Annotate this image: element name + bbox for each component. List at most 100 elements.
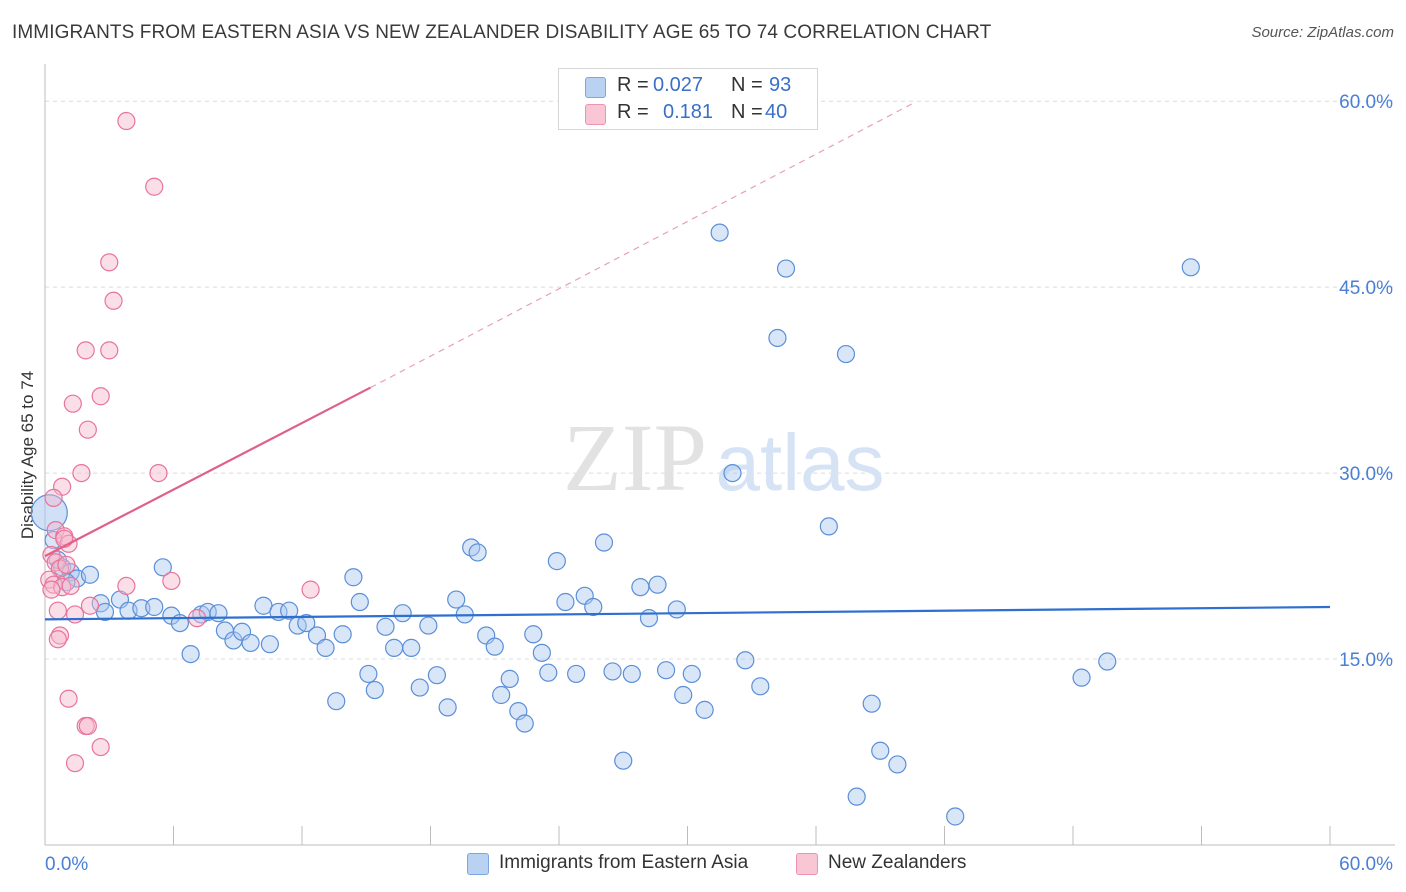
legend-r-label: R = [617,74,649,96]
series-eastern-asia-points [30,223,1200,826]
data-point-new-zealanders [78,716,97,736]
data-point-eastern-asia [776,259,796,278]
data-point-eastern-asia [1181,258,1200,277]
data-point-eastern-asia [209,604,228,623]
data-point-eastern-asia [500,669,519,688]
data-point-eastern-asia [819,517,838,536]
data-point-eastern-asia [524,625,543,644]
data-point-new-zealanders [100,341,119,360]
legend-r-label: R = [617,101,649,123]
data-point-new-zealanders [55,529,74,548]
y-tick-label: 15.0% [1339,650,1393,671]
data-point-eastern-asia [181,644,200,664]
trend-extension-new-zealanders [370,103,913,389]
watermark-atlas: atlas [716,418,885,507]
data-point-eastern-asia [556,592,575,612]
data-point-eastern-asia [350,592,369,612]
data-point-eastern-asia [410,678,429,697]
data-point-new-zealanders [117,111,136,131]
data-point-eastern-asia [91,594,110,613]
legend-r-value: 0.027 [653,74,704,96]
data-point-eastern-asia [656,661,676,680]
stats-legend: R = 0.027 N = 93 R = 0.181 N = 40 [558,68,818,130]
pink-swatch-icon [585,104,606,125]
data-point-eastern-asia [622,664,641,684]
data-point-eastern-asia [532,643,551,662]
source-label: Source: ZipAtlas.com [1251,24,1394,41]
data-point-eastern-asia [847,787,866,806]
data-point-new-zealanders [162,571,181,591]
data-point-eastern-asia [241,633,260,653]
legend-n-value: 40 [765,101,788,123]
data-point-new-zealanders [76,341,95,360]
data-point-new-zealanders [149,463,168,483]
data-point-eastern-asia [468,543,487,562]
legend-r-value: 0.181 [663,101,714,123]
data-point-eastern-asia [723,463,742,483]
data-point-new-zealanders [63,394,82,413]
grid-lines [45,100,1395,660]
pink-swatch-icon [796,853,818,875]
data-point-new-zealanders [100,253,119,272]
data-point-eastern-asia [492,685,511,705]
data-point-new-zealanders [104,291,123,310]
data-point-eastern-asia [946,807,965,826]
data-point-eastern-asia [667,600,686,619]
data-point-eastern-asia [631,578,650,597]
data-point-eastern-asia [567,664,586,684]
data-point-new-zealanders [91,387,110,406]
data-point-eastern-asia [359,664,378,684]
data-point-eastern-asia [614,751,633,770]
data-point-eastern-asia [427,666,447,685]
trend-line-eastern-asia [44,605,1331,621]
data-point-eastern-asia [584,597,603,617]
y-tick-label: 30.0% [1339,464,1393,485]
data-point-eastern-asia [384,638,404,657]
data-point-eastern-asia [695,700,714,719]
data-point-eastern-asia [515,714,534,733]
data-point-eastern-asia [639,609,659,628]
data-point-new-zealanders [48,601,67,620]
data-point-eastern-asia [419,616,438,635]
data-point-eastern-asia [402,638,421,657]
legend-n-label: N = [731,101,763,123]
data-point-eastern-asia [736,651,755,670]
data-point-new-zealanders [72,463,91,483]
x-tick-label: 0.0% [45,854,88,875]
data-point-eastern-asia [438,698,457,717]
data-point-eastern-asia [447,590,466,609]
legend-n-value: 93 [769,74,792,96]
data-point-new-zealanders [57,555,76,574]
data-point-eastern-asia [297,613,316,633]
data-point-eastern-asia [260,635,279,654]
data-point-new-zealanders [65,605,85,624]
data-point-new-zealanders [80,596,100,615]
data-point-new-zealanders [145,177,164,196]
axes [44,64,1395,846]
data-point-eastern-asia [393,604,412,623]
data-point-eastern-asia [307,626,327,645]
data-point-eastern-asia [485,637,504,656]
data-point-eastern-asia [710,223,729,242]
data-point-eastern-asia [280,601,299,620]
legend-n-label: N = [731,74,763,96]
data-point-eastern-asia [603,662,622,681]
data-point-eastern-asia [316,638,335,657]
blue-swatch-icon [467,853,489,875]
data-point-eastern-asia [862,694,881,713]
blue-swatch-icon [585,77,606,98]
data-point-eastern-asia [344,568,363,587]
data-point-eastern-asia [594,533,614,552]
data-point-eastern-asia [539,663,558,682]
chart-title: IMMIGRANTS FROM EASTERN ASIA VS NEW ZEAL… [12,22,992,43]
data-point-eastern-asia [333,625,352,644]
data-point-eastern-asia [145,597,164,617]
data-point-eastern-asia [836,344,856,364]
data-point-eastern-asia [365,680,384,700]
data-point-eastern-asia [153,558,172,577]
trend-line-new-zealanders [44,386,372,558]
data-point-eastern-asia [682,664,701,684]
data-point-eastern-asia [768,328,787,348]
x-tick-label: 60.0% [1339,854,1393,875]
data-point-new-zealanders [91,737,110,757]
